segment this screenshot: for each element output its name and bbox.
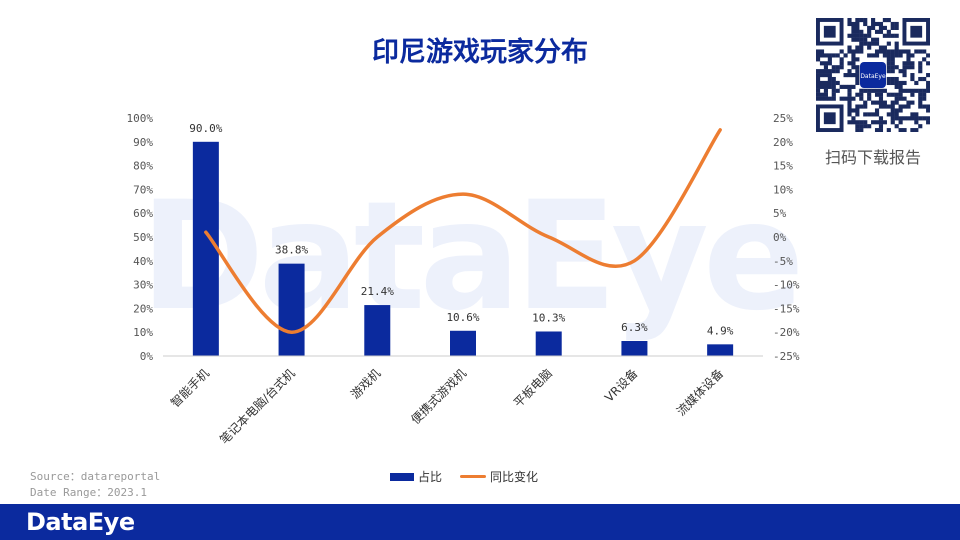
y-right-tick-label: 0% [773,231,787,244]
page-title: 印尼游戏玩家分布 [372,37,588,68]
y-right-tick-label: 25% [773,112,793,125]
qr-logo-text: DataEye [860,73,886,80]
y-left-tick-label: 80% [133,160,153,173]
y-right-tick-label: -15% [773,302,800,315]
x-category-label: 游戏机 [348,366,383,401]
x-category-label: 笔记本电脑/台式机 [216,366,297,447]
y-left-tick-label: 30% [133,279,153,292]
y-left-tick-label: 50% [133,231,153,244]
bar-data-label: 38.8% [275,244,308,257]
y-right-tick-label: 20% [773,136,793,149]
footer-bar: DataEye [0,504,960,540]
bar-data-label: 10.3% [532,311,565,324]
legend: 占比 同比变化 [390,468,538,485]
bar [450,330,476,356]
y-right-tick-label: -5% [773,255,793,268]
x-category-label: 智能手机 [167,366,212,411]
y-right-tick-label: -20% [773,326,800,339]
y-right-tick-label: -25% [773,350,800,363]
legend-item-bar: 占比 [390,468,442,485]
source-note: Source：datareportal Date Range：2023.1 [30,469,160,501]
y-left-tick-label: 20% [133,302,153,315]
source-text: Source：datareportal [30,470,161,483]
x-category-label: 便携式游戏机 [408,366,470,428]
x-category-label: 流媒体设备 [674,366,726,418]
y-left-tick-label: 60% [133,207,153,220]
legend-swatch-line [460,475,487,478]
y-left-tick-label: 0% [140,350,154,363]
legend-item-line: 同比变化 [460,468,538,485]
bar [707,344,734,356]
bar [535,331,562,356]
y-left-tick-label: 10% [133,326,153,339]
bar-data-label: 4.9% [707,324,734,337]
y-right-tick-label: 5% [773,207,787,220]
y-left-tick-label: 40% [133,255,153,268]
y-right-tick-label: 10% [773,183,793,196]
watermark: DataEye [140,170,805,344]
y-right-tick-label: -10% [773,279,800,292]
legend-label-bar: 占比 [418,470,443,484]
x-category-label: VR设备 [602,366,641,405]
footer-logo: DataEye [26,508,135,536]
legend-label-line: 同比变化 [490,470,539,484]
bar-data-label: 10.6% [446,311,479,324]
y-left-tick-label: 90% [133,136,153,149]
bar [621,341,648,356]
bar-data-label: 90.0% [189,122,222,135]
legend-swatch-bar [390,472,414,481]
date-range-text: Date Range：2023.1 [30,486,147,499]
bar-data-label: 21.4% [361,285,394,298]
y-right-tick-label: 15% [773,160,793,173]
y-left-tick-label: 70% [133,183,153,196]
bar [364,305,391,356]
bar [278,263,305,356]
x-category-label: 平板电脑 [511,366,555,410]
qr-label: 扫码下载报告 [824,148,921,167]
y-left-tick-label: 100% [127,112,154,125]
bar-data-label: 6.3% [621,321,648,334]
bar [192,141,219,356]
qr-code-icon[interactable]: DataEye [816,18,930,132]
